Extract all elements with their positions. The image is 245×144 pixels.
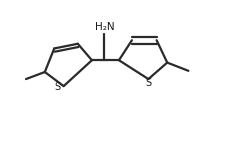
Text: H₂N: H₂N	[95, 22, 115, 32]
Text: S: S	[145, 78, 151, 88]
Text: S: S	[55, 82, 61, 92]
